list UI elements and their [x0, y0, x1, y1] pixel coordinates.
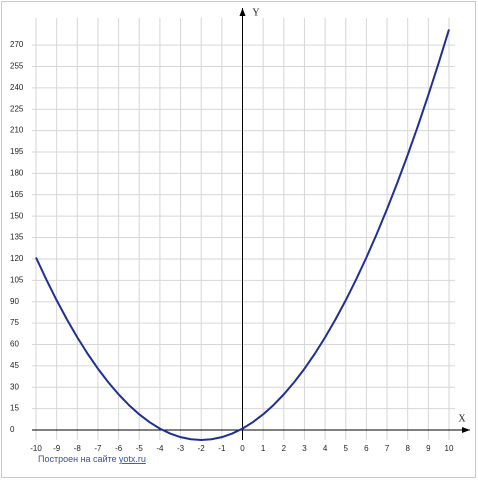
y-tick-label: 210 [10, 126, 24, 135]
axes: -10 -9 -8 -7 -6 -5 -4 -3 -2 -1 0 1 2 3 4 5 6 7 8 9 100153045… [10, 8, 470, 453]
x-tick-label: 4 [323, 444, 328, 453]
x-tick-label: -6 [115, 444, 123, 453]
y-tick-label: 195 [10, 147, 24, 156]
y-tick-label: 255 [10, 62, 24, 71]
y-tick-label: 165 [10, 190, 24, 199]
y-tick-label: 90 [10, 297, 19, 306]
x-tick-label: -5 [136, 444, 144, 453]
credit-link[interactable]: yotx.ru [119, 454, 146, 464]
y-tick-label: 105 [10, 275, 24, 284]
x-tick-label: 9 [426, 444, 431, 453]
x-tick-label: 8 [405, 444, 410, 453]
x-tick-label: -9 [53, 444, 61, 453]
y-tick-label: 180 [10, 169, 24, 178]
x-tick-label: 3 [302, 444, 307, 453]
y-tick-label: 30 [10, 382, 19, 391]
y-tick-label: 150 [10, 211, 24, 220]
y-tick-label: 240 [10, 83, 24, 92]
x-tick-label: -4 [156, 444, 164, 453]
credit: Построен на сайте yotx.ru [38, 454, 146, 464]
y-tick-label: 45 [10, 361, 19, 370]
x-tick-label: 0 [240, 444, 245, 453]
y-tick-label: 120 [10, 254, 24, 263]
y-tick-label: 0 [10, 425, 15, 434]
y-tick-label: 15 [10, 404, 19, 413]
x-tick-label: 6 [364, 444, 369, 453]
x-tick-label: -1 [218, 444, 226, 453]
y-tick-label: 60 [10, 340, 19, 349]
y-axis-arrow [239, 8, 246, 16]
x-tick-label: 5 [344, 444, 349, 453]
y-axis-title: Y [252, 7, 259, 18]
credit-text: Построен на сайте [38, 454, 117, 464]
y-tick-label: 270 [10, 40, 24, 49]
x-axis-title: X [458, 413, 466, 424]
x-tick-label: -8 [74, 444, 82, 453]
y-tick-label: 225 [10, 104, 24, 113]
x-tick-label: 10 [445, 444, 454, 453]
y-tick-label: 75 [10, 318, 19, 327]
x-tick-label: 7 [385, 444, 390, 453]
x-tick-label: 1 [261, 444, 266, 453]
x-tick-label: -3 [177, 444, 185, 453]
x-axis-arrow [462, 427, 470, 434]
y-tick-label: 135 [10, 233, 24, 242]
x-tick-label: -7 [94, 444, 102, 453]
x-tick-label: 2 [282, 444, 287, 453]
x-tick-label: -2 [198, 444, 206, 453]
x-tick-label: -10 [30, 444, 42, 453]
curve [35, 29, 450, 441]
marks [35, 29, 450, 441]
